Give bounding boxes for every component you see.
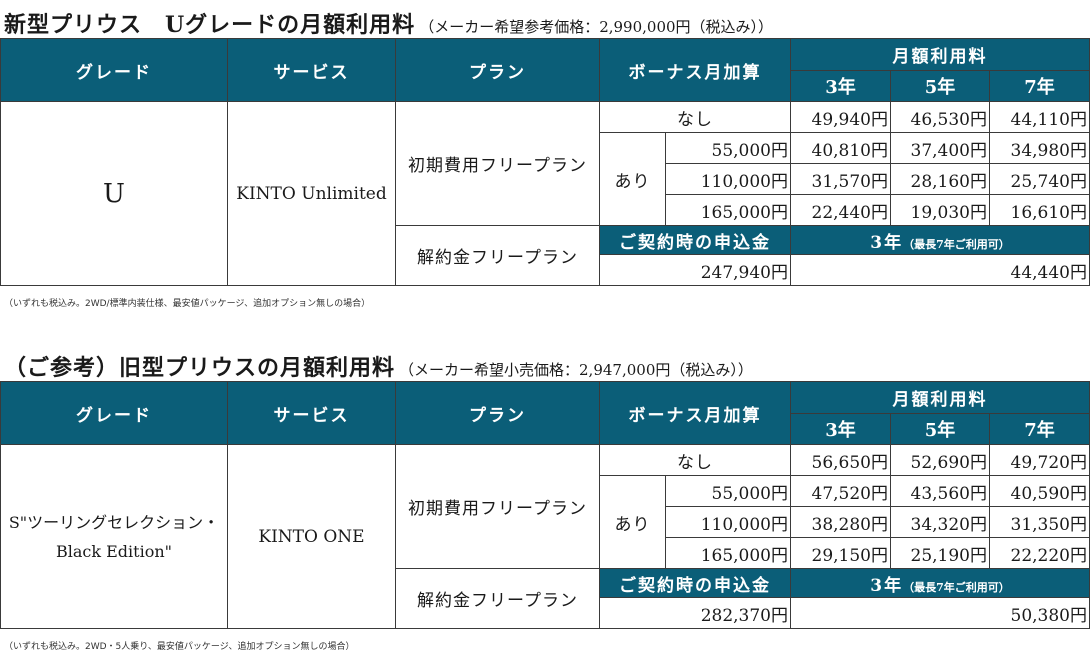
fee-cell: 46,530円: [890, 101, 990, 133]
title-main: 新型プリウス Uグレードの月額利用料: [4, 12, 416, 38]
fee-cell: 37,400円: [890, 132, 990, 164]
title-subtitle: （メーカー希望参考価格：2,990,000円（税込み））: [419, 18, 774, 36]
fee-cell: 16,610円: [989, 194, 1090, 226]
fee-table: グレード サービス プラン ボーナス月加算 月額利用料 3年 5年 7年 U K…: [0, 38, 1090, 286]
fee-cell: 25,740円: [989, 163, 1090, 195]
header-bonus: ボーナス月加算: [599, 381, 791, 445]
section-title: 新型プリウス Uグレードの月額利用料 （メーカー希望参考価格：2,990,000円…: [4, 7, 773, 39]
deposit-value: 247,940円: [599, 254, 791, 286]
plan-initial-free: 初期費用フリープラン: [395, 101, 600, 226]
fee-cell: 22,440円: [790, 194, 891, 226]
header-monthly: 月額利用料: [790, 38, 1090, 71]
fee-cell: 56,650円: [790, 444, 891, 476]
bonus-amount: 110,000円: [665, 163, 791, 195]
header-bonus: ボーナス月加算: [599, 38, 791, 102]
term-note: （最長7年ご利用可）: [903, 237, 1010, 251]
fee-cell: 52,690円: [890, 444, 990, 476]
fee-cell: 22,220円: [989, 537, 1090, 569]
term-years: 3年: [870, 232, 904, 253]
fee-cell: 40,810円: [790, 132, 891, 164]
fee-cell: 38,280円: [790, 506, 891, 538]
deposit-value: 282,370円: [599, 597, 791, 629]
header-7yr: 7年: [989, 70, 1090, 102]
fee-cell: 49,940円: [790, 101, 891, 133]
grade-cell: U: [0, 101, 228, 286]
header-3yr: 3年: [790, 413, 891, 445]
fee-cell: 31,570円: [790, 163, 891, 195]
header-plan: プラン: [395, 38, 600, 102]
fee-cell: 31,350円: [989, 506, 1090, 538]
header-3yr: 3年: [790, 70, 891, 102]
header-5yr: 5年: [890, 70, 990, 102]
fee-cell: 49,720円: [989, 444, 1090, 476]
header-grade: グレード: [0, 38, 228, 102]
term-years: 3年: [870, 575, 904, 596]
bonus-amount: 55,000円: [665, 475, 791, 507]
header-plan: プラン: [395, 381, 600, 445]
fee-cell: 44,110円: [989, 101, 1090, 133]
header-7yr: 7年: [989, 413, 1090, 445]
bonus-ari: あり: [599, 475, 666, 569]
grade-line2: Black Edition": [55, 541, 173, 561]
grade-line1: S"ツーリングセレクション・: [8, 512, 220, 532]
fee-cell: 29,150円: [790, 537, 891, 569]
fee-table: グレード サービス プラン ボーナス月加算 月額利用料 3年 5年 7年 S"ツ…: [0, 381, 1090, 629]
footnote: （いずれも税込み。2WD/標準内装仕様、最安値パッケージ、追加オプション無しの場…: [4, 299, 371, 309]
fee-cell: 25,190円: [890, 537, 990, 569]
fee-cell: 34,980円: [989, 132, 1090, 164]
plan-cancel-free: 解約金フリープラン: [395, 225, 600, 286]
deposit-label: ご契約時の申込金: [599, 225, 791, 255]
bonus-amount: 110,000円: [665, 506, 791, 538]
bonus-ari: あり: [599, 132, 666, 226]
fee-cell: 34,320円: [890, 506, 990, 538]
fee-cell: 43,560円: [890, 475, 990, 507]
fee-cell: 28,160円: [890, 163, 990, 195]
term-note: （最長7年ご利用可）: [903, 580, 1010, 594]
footnote: （いずれも税込み。2WD・5人乗り、最安値パッケージ、追加オプション無しの場合）: [4, 642, 355, 652]
fee-cell: 40,590円: [989, 475, 1090, 507]
term-value: 50,380円: [790, 597, 1090, 629]
title-subtitle: （メーカー希望小売価格：2,947,000円（税込み））: [399, 361, 753, 379]
term-label: 3年（最長7年ご利用可）: [790, 568, 1090, 598]
header-5yr: 5年: [890, 413, 990, 445]
fee-cell: 47,520円: [790, 475, 891, 507]
bonus-amount: 165,000円: [665, 537, 791, 569]
fee-cell: 19,030円: [890, 194, 990, 226]
term-label: 3年（最長7年ご利用可）: [790, 225, 1090, 255]
deposit-label: ご契約時の申込金: [599, 568, 791, 598]
bonus-amount: 165,000円: [665, 194, 791, 226]
service-cell: KINTO Unlimited: [227, 101, 396, 286]
bonus-none: なし: [599, 101, 791, 133]
plan-cancel-free: 解約金フリープラン: [395, 568, 600, 629]
grade-cell: S"ツーリングセレクション・ Black Edition": [0, 444, 228, 629]
header-service: サービス: [227, 38, 396, 102]
title-main: （ご参考）旧型プリウスの月額利用料: [4, 355, 396, 381]
header-service: サービス: [227, 381, 396, 445]
bonus-none: なし: [599, 444, 791, 476]
plan-initial-free: 初期費用フリープラン: [395, 444, 600, 569]
service-cell: KINTO ONE: [227, 444, 396, 629]
term-value: 44,440円: [790, 254, 1090, 286]
section-title: （ご参考）旧型プリウスの月額利用料 （メーカー希望小売価格：2,947,000円（…: [4, 350, 753, 382]
header-grade: グレード: [0, 381, 228, 445]
header-monthly: 月額利用料: [790, 381, 1090, 414]
bonus-amount: 55,000円: [665, 132, 791, 164]
